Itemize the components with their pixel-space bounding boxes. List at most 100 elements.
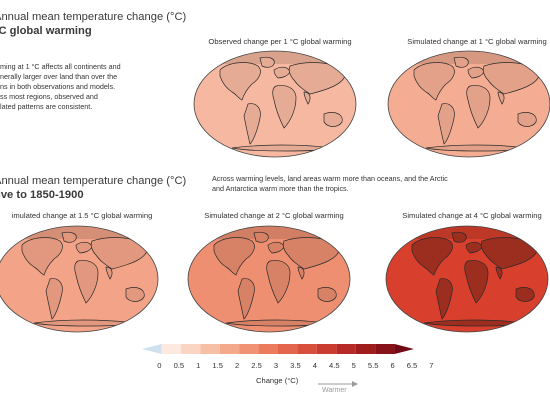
continent-india (495, 266, 503, 280)
world-map-svg (0, 225, 159, 333)
continent-africa (466, 85, 491, 129)
map-label-observed-1c: Observed change per 1 °C global warming (208, 37, 352, 46)
legend-tick-label: 1.5 (212, 361, 223, 370)
continent-greenland (453, 56, 469, 68)
legend-tick-label: 3.5 (290, 361, 301, 370)
legend-swatch (316, 344, 337, 354)
map-simulated-1c (386, 48, 550, 160)
legend-swatch (297, 344, 317, 354)
ocean-field (388, 51, 550, 157)
legend-tick-label: 6.5 (406, 361, 418, 370)
continent-australia (515, 287, 535, 302)
legend-tick-label: 1 (196, 361, 201, 370)
map-label-simulated-1c: Simulated change at 1 °C global warming (407, 37, 547, 46)
map-simulated-4c (384, 223, 550, 335)
panel-a-note-line: ns in both observations and models. (0, 82, 116, 91)
continent-europe (75, 241, 93, 254)
panel-a-heading-line1: Annual mean temperature change (°C) (0, 11, 187, 23)
panel-b-note: Across warming levels, land areas warm m… (212, 174, 542, 194)
continent-australia (517, 112, 537, 127)
legend-tick-label: 2 (235, 361, 240, 370)
arctic-band (386, 226, 548, 239)
legend-swatch (278, 344, 298, 354)
continent-africa (272, 85, 297, 129)
legend-swatch (180, 344, 201, 354)
panel-b-heading: Annual mean temperature change (°C) tive… (0, 174, 186, 202)
world-map-svg (387, 50, 550, 158)
warmer-label: Warmer (322, 387, 347, 394)
continent-north-america (413, 62, 455, 101)
map-simulated-2c (186, 223, 352, 335)
continent-australia (125, 287, 145, 302)
continent-greenland (61, 231, 77, 243)
continent-india (105, 266, 113, 280)
panel-b-note-line: and Antarctica warm more than the tropic… (212, 184, 349, 193)
continent-north-america (21, 237, 63, 276)
arctic-band (194, 51, 356, 64)
panel-a-heading-line2: °C global warming (0, 25, 92, 37)
legend-swatch (200, 344, 220, 354)
legend-tick-label: 4 (312, 361, 317, 370)
map-label-simulated-2c: Simulated change at 2 °C global warming (204, 211, 344, 220)
continent-europe (465, 241, 483, 254)
legend-tick-label: 2.5 (251, 361, 262, 370)
legend-tick-label: 5.5 (367, 361, 379, 370)
continent-south-america (435, 278, 453, 320)
panel-a-note-line: ss most regions, observed and (0, 92, 98, 101)
continent-africa (74, 260, 99, 304)
arctic-band (0, 226, 158, 239)
panel-a-note: ming at 1 °C affects all continents and … (0, 62, 180, 112)
map-observed-1c (192, 48, 358, 160)
legend-label: Change (°C) (256, 376, 299, 385)
panel-a-note-line: ming at 1 °C affects all continents and (0, 62, 121, 71)
warmer-arrow-label: Warmer (318, 381, 358, 394)
map-label-simulated-4c: Simulated change at 4 °C global warming (402, 211, 542, 220)
legend-ticks: 0 0.5 1 1.5 2 2.5 3 3.5 4 4.5 5 5.5 6 6.5 7 (142, 361, 433, 373)
legend-swatch (355, 344, 376, 354)
continent-north-america (411, 237, 453, 276)
continent-south-america (437, 103, 455, 145)
legend-tick-label: 0 (157, 361, 162, 370)
continent-europe (267, 241, 285, 254)
legend-tick-label: 4.5 (329, 361, 340, 370)
legend-colorbar (142, 344, 414, 354)
panel-a-note-line: lated patterns are consistent. (0, 102, 93, 111)
continent-europe (467, 66, 485, 79)
continent-india (497, 91, 505, 105)
continent-greenland (259, 56, 275, 68)
continent-south-america (45, 278, 63, 320)
legend-swatch (394, 344, 414, 354)
legend-tick-label: 5 (351, 361, 356, 370)
legend-swatch (142, 344, 162, 354)
continent-africa (464, 260, 489, 304)
arrow-right-icon (318, 381, 358, 387)
map-outline (193, 50, 357, 158)
map-label-simulated-1-5c: imulated change at 1.5 °C global warming (11, 211, 153, 220)
panel-a-note-line: nerally larger over land than over the (0, 72, 118, 81)
arctic-band (188, 226, 350, 239)
legend-tick-label: 7 (429, 361, 434, 370)
map-outline (187, 225, 351, 333)
legend-swatch (258, 344, 278, 354)
world-map-svg (193, 50, 357, 158)
legend-swatch (375, 344, 395, 354)
legend-swatch (239, 344, 259, 354)
world-map-svg (187, 225, 351, 333)
legend-tick-label: 0.5 (173, 361, 185, 370)
continent-north-america (213, 237, 255, 276)
continent-south-america (243, 103, 261, 145)
panel-b-heading-line1: Annual mean temperature change (°C) (0, 175, 187, 187)
continent-north-america (219, 62, 261, 101)
continent-australia (323, 112, 343, 127)
panel-a-heading: Annual mean temperature change (°C) °C g… (0, 10, 186, 38)
continent-india (303, 91, 311, 105)
legend-swatch (161, 344, 181, 354)
map-outline (0, 225, 159, 333)
continent-europe (273, 66, 291, 79)
continent-india (297, 266, 305, 280)
legend-tick-label: 6 (390, 361, 395, 370)
world-map-svg (385, 225, 549, 333)
map-outline (385, 225, 549, 333)
color-legend: 0 0.5 1 1.5 2 2.5 3 3.5 4 4.5 5 5.5 6 6.5 7 Change (°C… (142, 344, 434, 400)
map-simulated-1-5c (0, 223, 160, 335)
